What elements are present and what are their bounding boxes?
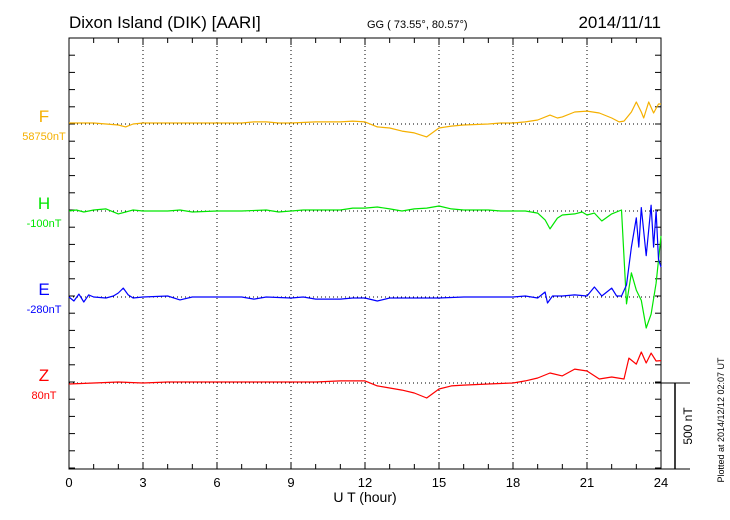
series-label-f: F — [39, 107, 49, 126]
series-baseline-f: 58750nT — [22, 131, 66, 143]
x-tick-label: 0 — [65, 475, 72, 490]
plotted-timestamp: Plotted at 2014/12/12 02:07 UT — [716, 357, 726, 483]
scale-bar-label: 500 nT — [681, 407, 695, 445]
series-baseline-z: 80nT — [31, 390, 56, 402]
x-tick-label: 24 — [654, 475, 668, 490]
station-title: Dixon Island (DIK) [AARI] — [69, 13, 261, 32]
date-label: 2014/11/11 — [578, 13, 661, 32]
x-tick-label: 6 — [213, 475, 220, 490]
series-baseline-h: -100nT — [27, 218, 62, 230]
series-label-e: E — [38, 280, 49, 299]
x-tick-label: 21 — [580, 475, 594, 490]
series-label-h: H — [38, 194, 50, 213]
x-tick-label: 18 — [506, 475, 520, 490]
trace-z — [68, 351, 662, 399]
geo-coordinates: GG ( 73.55°, 80.57°) — [367, 19, 468, 31]
x-axis-label: U T (hour) — [333, 489, 396, 505]
trace-h — [68, 205, 662, 329]
x-tick-label: 15 — [432, 475, 446, 490]
trace-f — [69, 101, 661, 138]
x-tick-label: 12 — [358, 475, 372, 490]
series-baseline-e: -280nT — [27, 304, 62, 316]
x-tick-label: 3 — [139, 475, 146, 490]
series-label-z: Z — [39, 366, 49, 385]
trace-e — [68, 204, 662, 304]
x-tick-label: 9 — [287, 475, 294, 490]
